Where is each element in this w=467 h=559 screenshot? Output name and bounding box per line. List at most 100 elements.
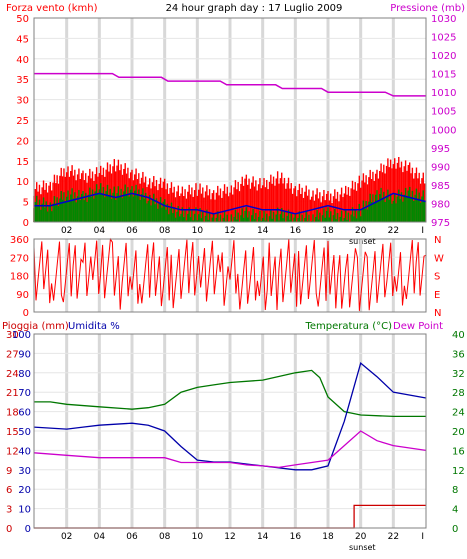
temperature-tick-label: 16	[452, 446, 465, 457]
x-tick-label: 22	[388, 532, 399, 542]
pressure-axis-title: Pressione (mb)	[390, 3, 465, 14]
humidity-axis-title: Umidita %	[68, 321, 120, 332]
rain-tick-label: 30	[6, 330, 19, 341]
temperature-tick-label: 32	[452, 369, 465, 380]
humidity-tick-label: 70	[18, 388, 31, 399]
temperature-tick-label: 12	[452, 466, 465, 477]
temperature-tick-label: 40	[452, 330, 465, 341]
y-right-tick-label: 1020	[431, 51, 456, 62]
chart-title: 24 hour graph day : 17 Luglio 2009	[166, 3, 343, 14]
x-tick-label: 14	[257, 226, 269, 236]
y-right-tick-label: 1030	[431, 14, 456, 25]
y-right-tick-label: 990	[431, 162, 450, 173]
humidity-tick-label: 30	[18, 466, 31, 477]
rain-tick-label: 3	[6, 505, 12, 516]
temperature-tick-label: 28	[452, 388, 465, 399]
temperature-tick-label: 36	[452, 349, 465, 360]
temperature-tick-label: 24	[452, 408, 465, 419]
rain-tick-label: 0	[6, 524, 12, 535]
rain-tick-label: 9	[6, 466, 12, 477]
y-tick-label: 15	[16, 157, 29, 168]
x-tick-label: 12	[224, 226, 235, 236]
y-right-tick-label: 975	[431, 218, 450, 229]
y-tick-label: 40	[16, 55, 29, 66]
y-right-tick-label: 1025	[431, 33, 456, 44]
wind-speed-axis-title: Forza vento (kmh)	[6, 3, 98, 14]
y-tick-label: 180	[10, 272, 29, 283]
x-tick-label: 02	[61, 226, 72, 236]
series-line-umidita	[33, 361, 427, 471]
compass-tick-label: E	[434, 290, 440, 301]
y-tick-label: 90	[16, 290, 29, 301]
y-tick-label: 5	[23, 198, 29, 209]
x-tick-label: 10	[192, 532, 204, 542]
humidity-tick-label: 90	[18, 349, 31, 360]
rain-tick-label: 6	[6, 485, 12, 496]
temperature-tick-label: 4	[452, 505, 458, 516]
temperature-tick-label: 8	[452, 485, 458, 496]
temperature-axis-title: Temperatura (°C)	[304, 321, 392, 332]
rain-tick-label: 24	[6, 369, 19, 380]
y-tick-label: 35	[16, 75, 29, 86]
x-tick-label: 02	[61, 532, 72, 542]
x-tick-label: 18	[322, 532, 334, 542]
y-right-tick-label: 1010	[431, 88, 456, 99]
x-tick-label: 06	[126, 532, 138, 542]
x-tick-label: 22	[388, 226, 399, 236]
x-tick-label: 10	[192, 226, 204, 236]
x-tick-label: 08	[159, 532, 171, 542]
y-tick-label: 270	[10, 253, 29, 264]
y-tick-label: 45	[16, 34, 29, 45]
y-right-tick-label: 1005	[431, 107, 456, 118]
y-tick-label: 0	[23, 218, 29, 229]
compass-tick-label: N	[434, 235, 441, 246]
rain-tick-label: 27	[6, 349, 19, 360]
y-right-tick-label: 985	[431, 181, 450, 192]
compass-tick-label: N	[434, 308, 441, 319]
rain-tick-label: 15	[6, 427, 19, 438]
x-tick-label: 16	[290, 532, 302, 542]
compass-tick-label: W	[434, 253, 444, 264]
x-tick-label: 12	[224, 532, 235, 542]
y-tick-label: 0	[23, 308, 29, 319]
y-tick-label: 30	[16, 96, 29, 107]
humidity-tick-label: 10	[18, 505, 31, 516]
x-tick-label: 08	[159, 226, 171, 236]
x-tick-label: 06	[126, 226, 138, 236]
series-line-vento-medio	[34, 192, 427, 215]
series-line-temperatura	[34, 369, 426, 418]
humidity-tick-label: 50	[18, 427, 31, 438]
humidity-tick-label: 60	[18, 408, 31, 419]
temperature-tick-label: 0	[452, 524, 458, 535]
plot-frame	[33, 17, 427, 223]
rain-tick-label: 21	[6, 388, 19, 399]
y-right-tick-label: 1015	[431, 70, 456, 81]
y-tick-label: 50	[16, 14, 29, 25]
x-tick-label: 04	[94, 226, 106, 236]
temperature-tick-label: 20	[452, 427, 465, 438]
series-line-dew-point	[33, 430, 427, 469]
plot-frame	[33, 333, 427, 529]
x-tick-label: 16	[290, 226, 302, 236]
y-right-tick-label: 1000	[431, 125, 456, 136]
rain-tick-label: 12	[6, 446, 19, 457]
rain-axis-title: Pioggia (mm)	[2, 321, 69, 332]
y-tick-label: 25	[16, 116, 29, 127]
wind-pressure-panel: 02 04 06 08 10 12 14 16 18 20 22 I05101520253035404…	[16, 14, 456, 246]
plot-frame	[33, 238, 427, 313]
x-tick-label: 14	[257, 532, 269, 542]
rain-tick-label: 18	[6, 408, 19, 419]
x-tick-label: 20	[355, 532, 367, 542]
series-line-pressione	[34, 72, 426, 97]
x-tick-label: I	[421, 532, 424, 542]
humidity-tick-label: 100	[12, 330, 31, 341]
humidity-tick-label: 40	[18, 446, 31, 457]
humidity-tick-label: 0	[25, 524, 31, 535]
x-tick-label: 04	[94, 532, 106, 542]
x-tick-label: I	[421, 226, 424, 236]
rain-humidity-temperature-panel: 02 04 06 08 10 12 14 16 18 20 22 I03691215182124273…	[6, 330, 465, 552]
x-tick-label: 18	[322, 226, 334, 236]
compass-tick-label: S	[434, 272, 440, 283]
